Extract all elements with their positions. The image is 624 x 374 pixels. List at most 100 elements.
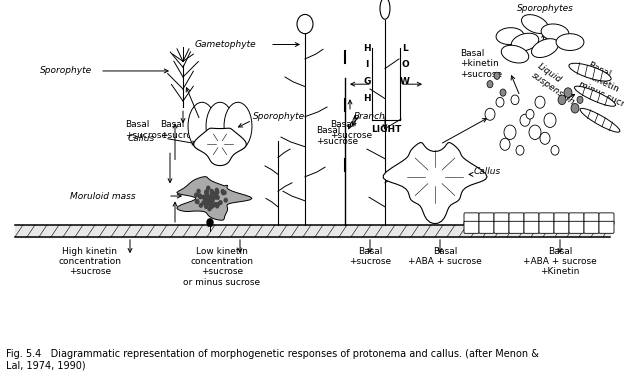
Circle shape <box>202 201 205 205</box>
Circle shape <box>207 198 210 202</box>
Circle shape <box>207 202 210 205</box>
Polygon shape <box>496 28 524 45</box>
FancyBboxPatch shape <box>554 213 569 225</box>
Text: LIGHT: LIGHT <box>371 125 401 134</box>
FancyBboxPatch shape <box>584 221 599 233</box>
Circle shape <box>500 89 506 96</box>
Circle shape <box>214 193 217 196</box>
Circle shape <box>222 191 225 195</box>
Circle shape <box>213 196 216 199</box>
Circle shape <box>210 198 213 202</box>
Circle shape <box>558 95 566 105</box>
Circle shape <box>496 97 504 107</box>
FancyBboxPatch shape <box>554 221 569 233</box>
Circle shape <box>209 204 212 208</box>
Text: Basal
+kinetin
minus sucrose: Basal +kinetin minus sucrose <box>577 61 624 115</box>
Text: Gametophyte: Gametophyte <box>195 40 256 49</box>
Circle shape <box>216 190 218 194</box>
Text: Basal
+ABA + sucrose
+Kinetin: Basal +ABA + sucrose +Kinetin <box>523 246 597 276</box>
Circle shape <box>544 113 556 128</box>
Polygon shape <box>569 63 612 81</box>
Circle shape <box>210 190 213 193</box>
Circle shape <box>209 199 212 202</box>
Circle shape <box>529 125 541 140</box>
Circle shape <box>210 205 213 209</box>
Circle shape <box>485 108 495 120</box>
Polygon shape <box>541 24 569 41</box>
Circle shape <box>526 110 534 119</box>
Circle shape <box>214 203 217 206</box>
Circle shape <box>204 201 207 205</box>
FancyBboxPatch shape <box>494 213 509 225</box>
Circle shape <box>500 138 510 150</box>
Text: Sporophyte: Sporophyte <box>253 112 305 121</box>
Circle shape <box>207 200 210 203</box>
Circle shape <box>208 207 211 211</box>
FancyBboxPatch shape <box>599 221 614 233</box>
FancyBboxPatch shape <box>539 221 554 233</box>
Circle shape <box>195 200 198 203</box>
Polygon shape <box>532 39 558 58</box>
Text: Basal
+sucrose: Basal +sucrose <box>349 246 391 266</box>
Text: H: H <box>363 44 371 53</box>
Polygon shape <box>501 45 529 63</box>
Circle shape <box>213 192 217 196</box>
FancyBboxPatch shape <box>479 213 494 225</box>
Circle shape <box>223 191 226 194</box>
Text: Sporophyte: Sporophyte <box>40 67 92 76</box>
Circle shape <box>564 88 572 97</box>
Circle shape <box>205 190 208 193</box>
Circle shape <box>516 145 524 155</box>
Polygon shape <box>522 15 548 34</box>
Text: Callus: Callus <box>474 168 501 177</box>
Text: Basal
+ABA + sucrose: Basal +ABA + sucrose <box>408 246 482 266</box>
Circle shape <box>209 200 212 204</box>
Circle shape <box>210 201 213 205</box>
Circle shape <box>205 194 208 198</box>
Text: Callus: Callus <box>128 134 155 143</box>
Circle shape <box>540 132 550 144</box>
Text: Low kinetin
concentration
+sucrose
or minus sucrose: Low kinetin concentration +sucrose or mi… <box>183 246 261 287</box>
FancyBboxPatch shape <box>524 221 539 233</box>
Circle shape <box>222 190 224 193</box>
Text: Fig. 5.4   Diagrammatic representation of morphogenetic responses of protonema a: Fig. 5.4 Diagrammatic representation of … <box>6 349 539 370</box>
Polygon shape <box>574 86 616 106</box>
Circle shape <box>205 193 208 197</box>
Circle shape <box>494 72 500 79</box>
Circle shape <box>198 195 202 199</box>
Text: Liquid
suspension: Liquid suspension <box>530 62 583 107</box>
Circle shape <box>217 202 220 206</box>
Circle shape <box>535 96 545 108</box>
Circle shape <box>205 196 208 199</box>
Circle shape <box>202 195 205 199</box>
Text: Basal
+kinetin
+sucrose: Basal +kinetin +sucrose <box>460 49 502 79</box>
Text: Basal
+sucrose: Basal +sucrose <box>160 120 202 140</box>
Circle shape <box>216 204 218 208</box>
Circle shape <box>212 203 214 207</box>
Circle shape <box>511 95 519 105</box>
Circle shape <box>210 192 213 196</box>
Circle shape <box>208 197 211 200</box>
Text: Basal
+sucrose: Basal +sucrose <box>316 126 358 145</box>
Circle shape <box>211 204 214 208</box>
Circle shape <box>200 203 202 207</box>
Circle shape <box>208 197 212 200</box>
Circle shape <box>520 114 530 126</box>
Text: Moruloid mass: Moruloid mass <box>70 191 135 200</box>
FancyBboxPatch shape <box>584 213 599 225</box>
Circle shape <box>205 205 208 208</box>
FancyBboxPatch shape <box>599 213 614 225</box>
Circle shape <box>196 200 199 203</box>
FancyBboxPatch shape <box>464 213 479 225</box>
FancyBboxPatch shape <box>494 221 509 233</box>
Circle shape <box>205 200 208 204</box>
Polygon shape <box>188 102 216 150</box>
Circle shape <box>487 80 493 88</box>
FancyBboxPatch shape <box>569 221 584 233</box>
Circle shape <box>207 219 213 226</box>
Circle shape <box>210 196 213 199</box>
Circle shape <box>504 125 516 140</box>
Text: Branch: Branch <box>354 112 386 121</box>
Circle shape <box>297 15 313 34</box>
Circle shape <box>205 196 208 200</box>
